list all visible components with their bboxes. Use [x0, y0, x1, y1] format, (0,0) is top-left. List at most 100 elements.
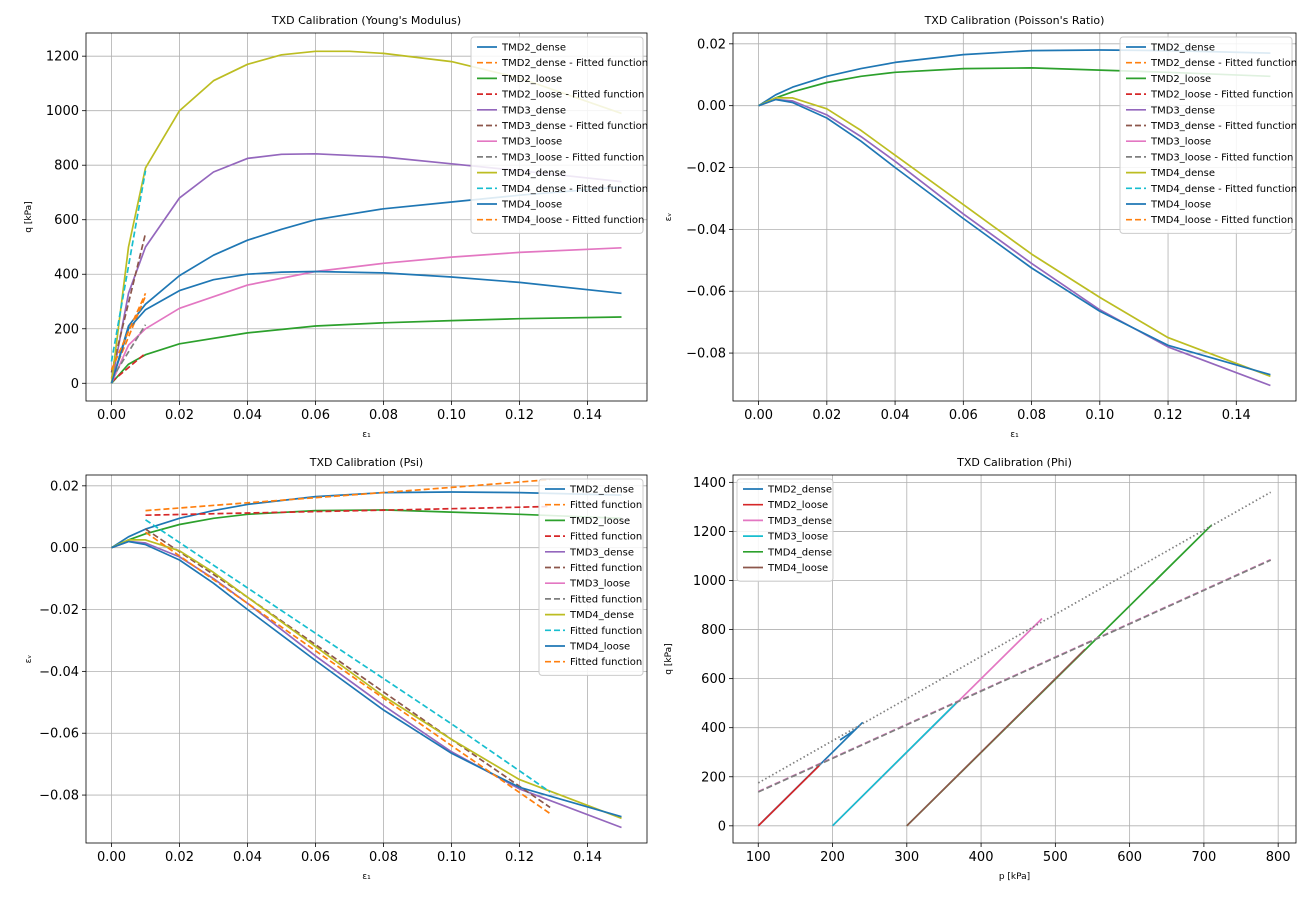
legend-label: TMD3_loose [1150, 137, 1211, 148]
x-tick-label: 500 [1043, 850, 1068, 865]
legend-label: TMD4_loose - Fitted function [501, 215, 644, 226]
x-axis-label: p [kPa] [999, 872, 1030, 882]
axes-frame [85, 32, 648, 402]
series-line-11 [758, 98, 1271, 376]
series-line-9 [110, 50, 622, 384]
legend-label: TMD3_loose [569, 579, 630, 590]
series-line-4 [145, 505, 551, 517]
axes-frame [732, 474, 1297, 844]
axes-frame [732, 32, 1297, 402]
y-tick-label: 400 [54, 268, 79, 283]
chart-panel-3: 0.00 0.02 0.04 0.06 0.08 0.10 0.12 0.14 0.02 0.00… [24, 456, 648, 882]
y-tick-label: 0.02 [50, 479, 79, 494]
series-line-12 [145, 531, 551, 815]
legend-label: TMD4_loose [1150, 200, 1211, 211]
y-tick-label: −0.02 [686, 161, 726, 176]
y-tick-label: 600 [701, 672, 726, 687]
chart-title: TXD Calibration (Phi) [956, 456, 1072, 469]
y-tick-label: −0.04 [686, 223, 726, 238]
chart-panel-2: 0.00 0.02 0.04 0.06 0.08 0.10 0.12 0.14 0.02 0.00… [664, 14, 1297, 440]
y-tick-label: 400 [701, 721, 726, 736]
legend-label: TMD2_dense - Fitted function [1150, 58, 1297, 69]
legend-label: TMD2_loose [569, 516, 630, 527]
x-tick-label: 700 [1191, 850, 1216, 865]
y-axis-label: εᵥ [24, 654, 34, 663]
x-axis-label: ε₁ [1010, 430, 1019, 440]
legend-label: TMD3_dense [767, 516, 832, 527]
y-axis-label: εᵥ [664, 212, 674, 221]
y-tick-label: 200 [54, 322, 79, 337]
legend-label: TMD2_dense [569, 485, 634, 496]
y-tick-label: 800 [701, 623, 726, 638]
legend-label: TMD4_loose [569, 642, 630, 653]
x-tick-label: 0.14 [573, 850, 602, 865]
y-tick-label: −0.04 [39, 665, 79, 680]
y-tick-label: −0.06 [686, 285, 726, 300]
y-tick-label: 1200 [693, 525, 726, 540]
x-tick-label: 400 [969, 850, 994, 865]
legend-label: TMD3_dense - Fitted function [501, 121, 648, 132]
legend-box [538, 478, 644, 676]
chart-panel-4: 100 200 300 400 500 600 700 800 0 200 400 600 800 100… [664, 456, 1297, 882]
x-tick-label: 100 [746, 850, 771, 865]
x-tick-label: 800 [1266, 850, 1291, 865]
legend-label: TMD3_dense [501, 105, 566, 116]
legend-label: TMD3_dense - Fitted function [1150, 121, 1297, 132]
series-line-8 [110, 324, 147, 380]
y-tick-label: 1000 [46, 104, 79, 119]
legend-label: TMD2_loose - Fitted function [1150, 90, 1293, 101]
legend-label: TMD4_dense [767, 547, 832, 558]
series-line-4 [831, 701, 958, 827]
series-line-6 [145, 528, 551, 809]
x-tick-label: 0.10 [1085, 408, 1114, 423]
legend-label: Fitted function [570, 500, 642, 511]
series-line-9 [758, 97, 1271, 378]
x-tick-label: 0.02 [812, 408, 841, 423]
x-tick-label: 0.06 [301, 408, 330, 423]
legend-label: TMD2_dense - Fitted function [501, 58, 648, 69]
legend-label: Fitted function [570, 563, 642, 574]
legend-label: TMD3_dense [569, 547, 634, 558]
legend: TMD2_dense TMD2_dense - Fitted function TM… [1119, 36, 1297, 234]
series-line-11 [110, 270, 622, 384]
legend-label: TMD3_loose - Fitted function [1150, 152, 1293, 163]
legend-label: TMD3_dense [1150, 105, 1215, 116]
legend-label: TMD4_dense [1150, 168, 1215, 179]
legend-label: TMD3_loose [501, 137, 562, 148]
x-tick-label: 0.04 [233, 850, 262, 865]
legend-label: TMD4_loose [501, 200, 562, 211]
series-line-3 [111, 509, 622, 549]
legend-label: Fitted function [570, 626, 642, 637]
x-tick-label: 0.02 [165, 850, 194, 865]
axes-frame [85, 474, 648, 844]
legend-label: TMD4_dense [501, 168, 566, 179]
chart-title: TXD Calibration (Psi) [309, 456, 423, 469]
y-tick-label: 800 [54, 159, 79, 174]
y-tick-label: −0.02 [39, 603, 79, 618]
x-tick-label: 0.08 [1017, 408, 1046, 423]
legend-label: TMD2_dense [767, 485, 832, 496]
series-line-1 [111, 491, 622, 549]
series-line-2 [757, 765, 820, 827]
x-tick-label: 0.00 [97, 408, 126, 423]
x-tick-label: 0.12 [505, 408, 534, 423]
x-tick-label: 0.00 [744, 408, 773, 423]
y-tick-label: 1400 [693, 476, 726, 491]
legend-label: Fitted function [570, 532, 642, 543]
y-tick-label: −0.08 [686, 347, 726, 362]
x-tick-label: 0.00 [97, 850, 126, 865]
x-tick-label: 0.10 [437, 850, 466, 865]
y-axis-label: q [kPa] [664, 643, 674, 674]
x-axis-label: ε₁ [362, 872, 371, 882]
y-tick-label: −0.08 [39, 789, 79, 804]
legend-label: TMD3_loose - Fitted function [501, 152, 644, 163]
legend-label: TMD2_loose [1150, 74, 1211, 85]
series-line-1 [110, 186, 622, 384]
x-tick-label: 300 [894, 850, 919, 865]
legend-label: TMD2_loose [501, 74, 562, 85]
chart-title: TXD Calibration (Poisson's Ratio) [924, 14, 1105, 27]
series-line-12 [110, 292, 147, 371]
legend-label: TMD2_loose [767, 500, 828, 511]
x-tick-label: 200 [820, 850, 845, 865]
chart-title: TXD Calibration (Young's Modulus) [271, 14, 461, 27]
